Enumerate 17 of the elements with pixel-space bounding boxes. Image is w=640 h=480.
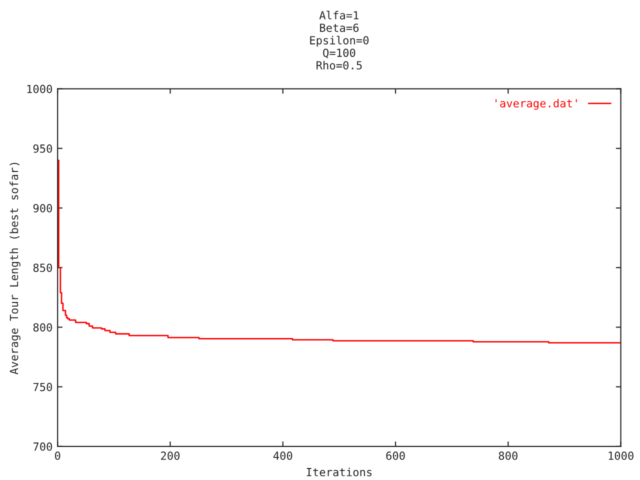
- y-tick-label: 800: [33, 323, 52, 332]
- x-tick-label: 200: [161, 452, 180, 460]
- chart-title: Alfa=1 Beta=6 Epsilon=0 Q=100 Rho=0.5: [310, 10, 369, 70]
- y-tick-label: 850: [33, 264, 52, 272]
- y-tick-label: 700: [33, 442, 52, 451]
- legend-label: 'average.dat': [496, 98, 577, 110]
- x-tick-label: 400: [273, 452, 292, 460]
- x-tick-label: 800: [498, 452, 518, 460]
- y-tick-label: 900: [33, 204, 52, 212]
- y-tick-label: 750: [33, 382, 52, 392]
- x-tick-label: 1000: [608, 452, 634, 460]
- y-tick-label: 950: [33, 144, 52, 153]
- y-tick-label: 1000: [27, 84, 52, 94]
- x-axis-title: Iterations: [306, 468, 372, 476]
- x-tick-label: 0: [54, 452, 60, 460]
- x-tick-label: 600: [386, 452, 405, 460]
- y-axis-title: Average Tour Length (best sofar): [10, 162, 20, 374]
